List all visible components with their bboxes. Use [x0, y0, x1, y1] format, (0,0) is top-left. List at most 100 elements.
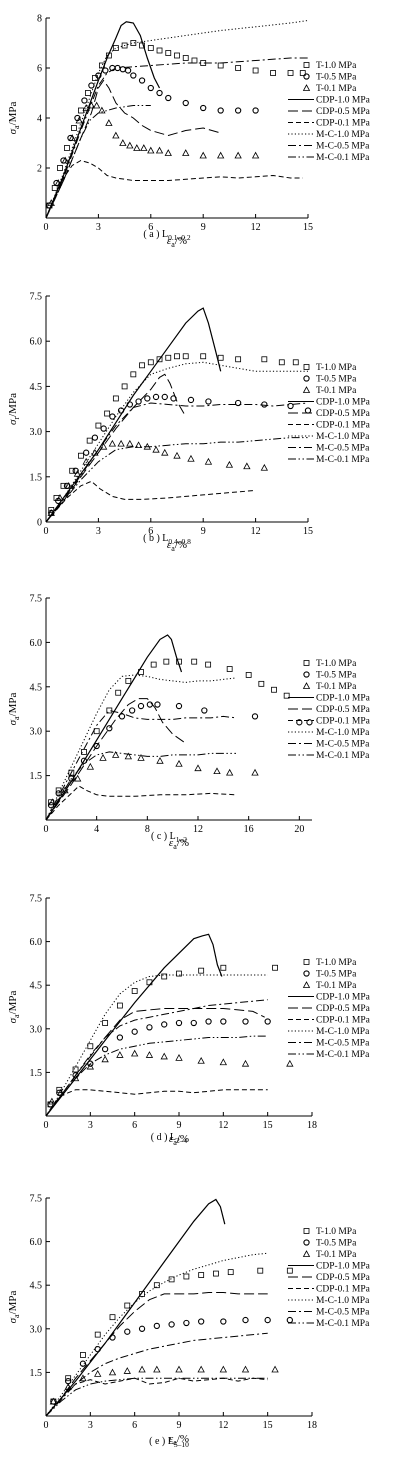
- x-tick-label: 9: [201, 222, 206, 233]
- data-point: [261, 401, 268, 408]
- legend-marker: [303, 970, 310, 977]
- series-m-c-0-5-mpa: [45, 402, 309, 523]
- legend-marker: [303, 1228, 310, 1234]
- x-tick-label: 12: [218, 1120, 228, 1131]
- data-point: [175, 1019, 183, 1027]
- panel-caption-subscript: 2–4: [176, 1136, 188, 1145]
- legend-marker: [302, 981, 311, 988]
- series-line: [45, 999, 268, 1117]
- y-axis-label-subscript: a: [12, 1314, 21, 1318]
- data-point: [69, 467, 76, 474]
- data-point: [220, 964, 227, 971]
- data-point: [252, 67, 259, 74]
- series-m-c-0-1-mpa: [45, 1035, 268, 1117]
- x-tick-label: 0: [44, 222, 49, 233]
- data-point: [213, 767, 221, 775]
- data-point: [287, 402, 294, 410]
- data-point: [93, 728, 100, 735]
- series-line: [45, 1377, 268, 1417]
- data-point: [251, 768, 259, 776]
- legend-label: CDP-1.0 MPa: [316, 1262, 371, 1272]
- series-t-1-0-mpa: [50, 1267, 293, 1405]
- legend-label: T-0.5 MPa: [316, 73, 357, 83]
- chart-panel-5: 0 3 6 9 12 15 181.53.04.56.07.5εa/%σa/MPa( e )…: [7, 1194, 371, 1450]
- y-axis-label-subscript: r: [12, 417, 21, 420]
- panel-caption: ( a ) L0.1–0.2: [143, 229, 190, 242]
- data-point: [258, 680, 265, 687]
- legend-label: T-0.5 MPa: [316, 671, 357, 681]
- data-point: [264, 1018, 271, 1025]
- data-point: [112, 45, 119, 51]
- series-cdp-0-5-mpa: [45, 698, 186, 821]
- data-point: [68, 769, 75, 776]
- panel-caption-subscript: 5–10: [174, 1440, 189, 1449]
- data-point: [61, 156, 69, 164]
- series-t-1-0-mpa: [48, 658, 290, 806]
- data-point: [217, 62, 224, 69]
- x-axis-label-symbol: ε: [169, 837, 174, 849]
- data-point: [135, 398, 142, 405]
- data-point: [251, 151, 260, 159]
- legend-label: M-C-0.1 MPa: [316, 1050, 370, 1060]
- y-tick-label: 4.5: [30, 981, 43, 992]
- series-cdp-1-0-mpa: [45, 307, 222, 523]
- series-m-c-1-0-mpa: [45, 974, 268, 1117]
- data-point: [72, 1066, 79, 1073]
- data-point: [99, 442, 108, 450]
- x-axis-label-symbol: ε: [169, 1433, 174, 1445]
- data-point: [182, 55, 189, 61]
- data-point: [111, 751, 120, 758]
- panel-caption-label: ( a ) L: [143, 229, 168, 240]
- series-line: [45, 1008, 265, 1117]
- x-tick-label: 9: [177, 1420, 182, 1431]
- x-tick-label: 15: [303, 526, 313, 537]
- data-point: [116, 1002, 123, 1009]
- series-line: [45, 974, 268, 1117]
- series-line: [45, 751, 236, 821]
- data-point: [95, 72, 102, 79]
- data-point: [94, 1370, 102, 1377]
- data-point: [47, 802, 55, 809]
- data-point: [257, 1267, 264, 1274]
- data-point: [138, 1325, 146, 1332]
- data-point: [55, 787, 62, 794]
- data-point: [204, 457, 213, 465]
- x-tick-label: 12: [251, 526, 261, 537]
- series-line: [45, 402, 309, 523]
- data-point: [115, 689, 122, 696]
- y-tick-label: 7.5: [30, 894, 43, 905]
- legend-label: CDP-1.0 MPa: [316, 398, 371, 408]
- y-tick-label: 3.0: [30, 1324, 43, 1335]
- data-point: [130, 72, 137, 79]
- legend-marker: [302, 1250, 311, 1257]
- data-point: [251, 713, 259, 720]
- data-point: [78, 107, 84, 114]
- legend-marker: [303, 660, 310, 666]
- series-line: [45, 437, 308, 523]
- data-point: [124, 1328, 131, 1335]
- legend-marker: [303, 73, 310, 80]
- data-point: [292, 359, 299, 366]
- series-line: [45, 105, 151, 219]
- data-point: [243, 462, 251, 470]
- data-point: [270, 70, 276, 76]
- data-point: [299, 70, 306, 76]
- x-tick-label: 15: [263, 1120, 273, 1131]
- x-tick-label: 3: [88, 1120, 93, 1131]
- series-line: [45, 1332, 268, 1417]
- y-axis-label-unit: /MPa: [7, 990, 19, 1014]
- legend-label: M-C-0.5 MPa: [316, 1039, 370, 1049]
- data-point: [124, 67, 132, 74]
- x-tick-label: 3: [96, 222, 101, 233]
- data-point: [168, 1276, 175, 1283]
- data-point: [219, 1058, 228, 1066]
- y-axis-label-symbol: σ: [7, 419, 19, 425]
- data-point: [60, 482, 67, 489]
- y-axis-label-unit: /MPa: [7, 393, 19, 417]
- data-point: [242, 1018, 249, 1025]
- legend-label: CDP-0.1 MPa: [316, 717, 371, 727]
